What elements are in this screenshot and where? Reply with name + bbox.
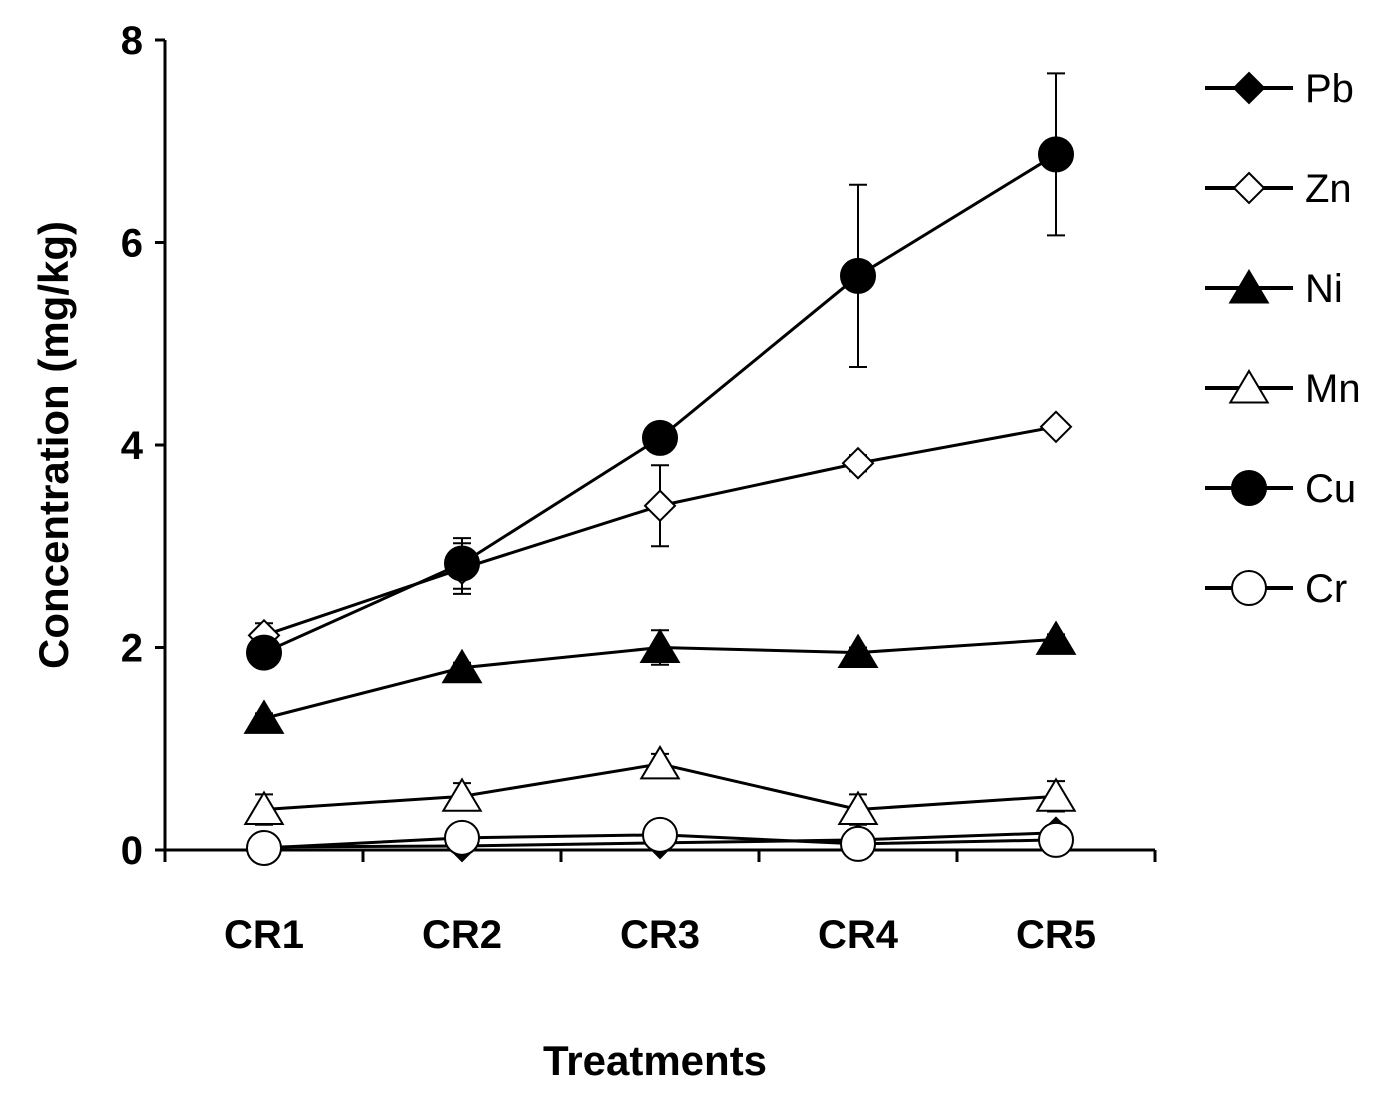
data-point-mn <box>243 790 285 825</box>
y-tick-label: 0 <box>121 829 143 873</box>
legend-marker <box>1228 369 1270 404</box>
data-point-cr <box>1038 821 1074 858</box>
data-point-cr <box>444 819 480 856</box>
x-tick-label: CR1 <box>224 913 304 957</box>
data-point-mn <box>441 777 483 812</box>
data-point-ni <box>639 628 681 663</box>
legend: Pb Zn Ni Mn Cu Cr <box>1205 67 1361 611</box>
data-point-zn <box>643 489 677 523</box>
x-tick-label: CR5 <box>1016 913 1096 957</box>
y-tick-label: 6 <box>121 222 143 266</box>
data-point-cr <box>840 825 876 862</box>
legend-label: Zn <box>1305 167 1352 211</box>
data-point-cu <box>642 419 678 456</box>
y-tick-label: 4 <box>121 424 144 468</box>
data-point-zn <box>1039 410 1073 444</box>
y-tick-label: 2 <box>121 627 143 671</box>
legend-marker <box>1232 171 1266 205</box>
legend-marker <box>1231 470 1267 506</box>
data-point-cu <box>444 545 480 582</box>
tick-labels: 0 2 4 6 8 CR1 CR2 CR3 CR4 CR5 <box>121 19 1096 957</box>
plot-area <box>243 72 1077 866</box>
legend-label: Cu <box>1305 467 1356 511</box>
legend-marker <box>1232 71 1266 105</box>
data-point-mn <box>1035 777 1077 812</box>
data-point-cu <box>1038 136 1074 173</box>
data-point-ni <box>837 633 879 669</box>
x-tick-label: CR4 <box>818 913 899 957</box>
legend-item-mn: Mn <box>1205 367 1361 411</box>
legend-item-cu: Cu <box>1205 467 1356 511</box>
legend-label: Ni <box>1305 267 1343 311</box>
y-tick-label: 8 <box>121 19 143 63</box>
legend-item-zn: Zn <box>1205 167 1352 211</box>
legend-label: Pb <box>1305 67 1354 111</box>
data-point-ni <box>1035 620 1077 655</box>
legend-item-ni: Ni <box>1205 267 1343 311</box>
data-point-cr <box>246 829 282 866</box>
data-point-cr <box>642 816 678 853</box>
x-axis-title: Treatments <box>543 1037 767 1084</box>
legend-marker <box>1231 570 1267 606</box>
data-point-cu <box>246 634 282 671</box>
y-axis-title: Concentration (mg/kg) <box>30 221 77 669</box>
legend-label: Cr <box>1305 567 1347 611</box>
x-tick-label: CR2 <box>422 913 502 957</box>
data-point-ni <box>441 648 483 684</box>
legend-item-cr: Cr <box>1205 567 1347 611</box>
series-line-cu <box>263 153 1057 654</box>
x-tick-label: CR3 <box>620 913 700 957</box>
legend-label: Mn <box>1305 367 1361 411</box>
legend-marker <box>1228 269 1270 304</box>
legend-item-pb: Pb <box>1205 67 1354 111</box>
data-point-zn <box>841 446 875 480</box>
data-point-ni <box>243 699 285 734</box>
data-point-cu <box>840 257 876 294</box>
data-point-mn <box>837 790 879 825</box>
data-point-mn <box>639 744 681 780</box>
